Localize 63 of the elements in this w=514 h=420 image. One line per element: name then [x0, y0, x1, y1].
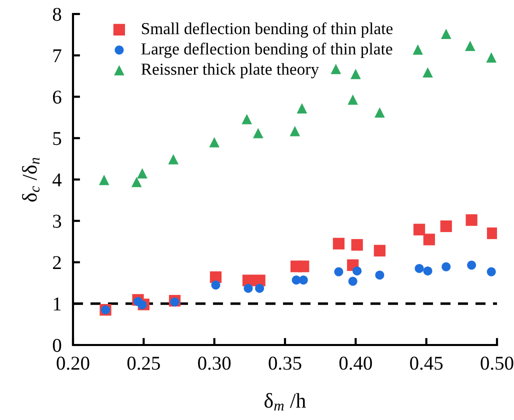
- point: [332, 238, 345, 250]
- point: [351, 239, 363, 251]
- y-tick-label: 7: [53, 49, 62, 62]
- point: [423, 234, 435, 246]
- y-tick-label: 3: [53, 214, 62, 228]
- point: [348, 276, 358, 286]
- x-tick-label: 0.20: [56, 356, 90, 370]
- point: [467, 260, 476, 270]
- y-tick-label: 6: [53, 90, 62, 104]
- point: [486, 52, 496, 63]
- y-axis-title: δ$_{c}$ /δ$_{n}$: [22, 158, 40, 202]
- point: [486, 227, 497, 240]
- point: [168, 154, 178, 164]
- point: [466, 214, 478, 226]
- point: [137, 168, 148, 178]
- point: [348, 94, 358, 105]
- y-tick-label: 8: [52, 8, 62, 21]
- point: [131, 176, 142, 188]
- legend-label: Reissner thick plate theory: [141, 63, 319, 78]
- point: [422, 67, 433, 78]
- x-tick-label: 0.50: [480, 356, 514, 370]
- point: [412, 44, 424, 55]
- point: [242, 114, 252, 124]
- point: [375, 270, 384, 280]
- legend-label: Large deflection bending of thin plate: [141, 42, 392, 58]
- y-tick-label: 2: [53, 256, 61, 269]
- y-tick-label: 1: [54, 298, 61, 310]
- point: [330, 64, 342, 74]
- x-tick-label: 0.45: [410, 356, 443, 370]
- point: [464, 40, 476, 52]
- point: [255, 284, 264, 293]
- point: [442, 262, 451, 272]
- point: [138, 300, 147, 310]
- x-tick-label: 0.40: [339, 356, 372, 370]
- x-tick-label: 0.25: [127, 356, 160, 370]
- point: [350, 68, 361, 80]
- x-tick-label: 0.30: [198, 356, 231, 370]
- point: [244, 284, 253, 293]
- point: [486, 267, 496, 276]
- point: [209, 137, 220, 148]
- x-axis-title: δ$_{m}$ /h: [264, 393, 306, 410]
- point: [352, 266, 362, 276]
- point: [252, 128, 264, 138]
- y-tick-label: 0: [52, 338, 62, 352]
- point: [334, 267, 344, 276]
- point: [211, 280, 220, 290]
- point: [298, 260, 310, 272]
- point: [170, 297, 180, 306]
- point: [413, 224, 426, 236]
- point: [440, 220, 452, 232]
- x-tick-label: 0.35: [268, 356, 302, 370]
- y-tick-label: 5: [53, 132, 62, 146]
- legend-label: Small deflection bending of thin plate: [142, 22, 393, 38]
- point: [414, 264, 424, 273]
- point: [374, 107, 385, 118]
- point: [440, 28, 452, 40]
- point: [296, 103, 308, 114]
- point: [290, 126, 300, 136]
- point: [374, 244, 386, 256]
- point: [298, 276, 308, 285]
- point: [98, 174, 110, 186]
- y-tick-label: 4: [52, 173, 62, 186]
- point: [423, 266, 432, 276]
